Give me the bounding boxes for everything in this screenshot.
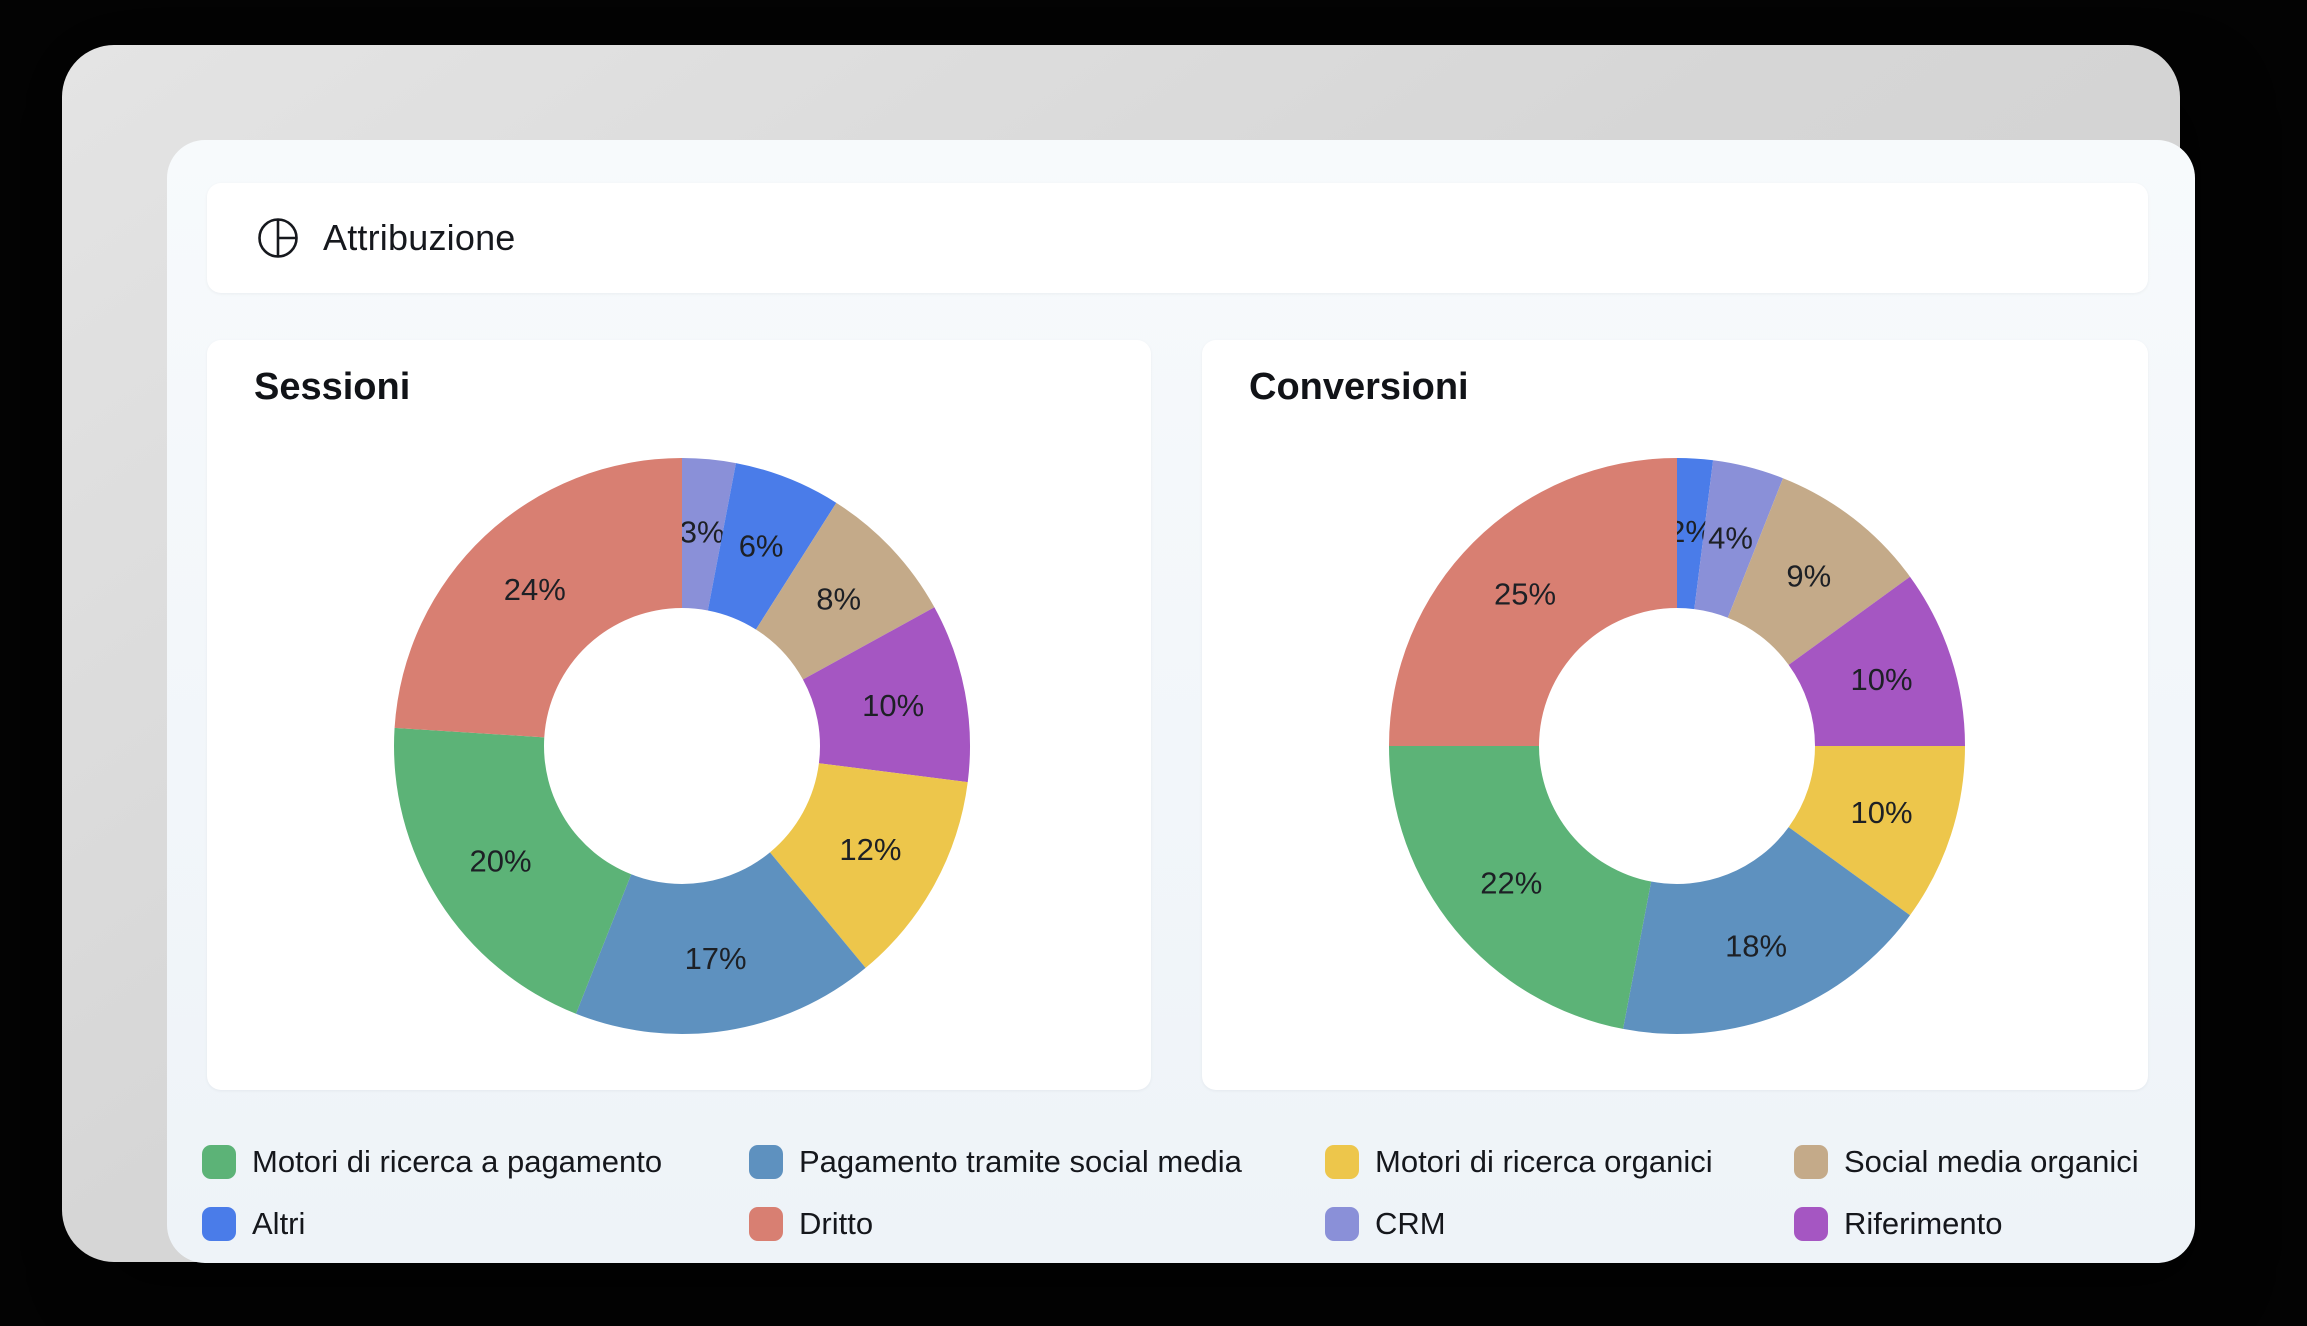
donut-segment-motori-di-ricerca-organici[interactable] (769, 763, 968, 968)
sessions-donut-chart: 3% 6% 8% 10% 12% 17% 20% 24% (394, 458, 971, 1035)
segment-value-label: 10% (1850, 662, 1912, 697)
legend-label: Social media organici (1844, 1144, 2139, 1179)
donut-segment-motori-di-ricerca-organici[interactable] (1788, 746, 1965, 916)
segment-value-label: 10% (862, 688, 924, 723)
sessions-chart-title: Sessioni (254, 366, 411, 408)
segment-value-label: 3% (680, 515, 725, 550)
conversions-donut-chart: 2%4%9%10%10%18%22%25% (1389, 458, 1965, 1035)
sessions-chart-card: Sessioni 3% 6% 8% 10% 12% 17% 20% 24% (207, 340, 1151, 1090)
donut-segment-social-media-organici[interactable] (1727, 478, 1910, 665)
legend-label: Dritto (799, 1206, 874, 1241)
legend-item-riferimento[interactable]: Riferimento (1794, 1206, 2003, 1242)
donut-segment-riferimento[interactable] (802, 607, 971, 783)
segment-value-label: 10% (1850, 795, 1912, 830)
legend-label: Motori di ricerca organici (1375, 1144, 1713, 1179)
donut-segment-motori-di-ricerca-a-pagamento[interactable] (394, 727, 632, 1014)
legend-item-motori-di-ricerca-a-pagamento[interactable]: Motori di ricerca a pagamento (202, 1144, 662, 1180)
legend-label: CRM (1375, 1206, 1446, 1241)
attribution-header-card: Attribuzione (207, 183, 2148, 293)
segment-value-label: 17% (685, 941, 747, 976)
donut-segment-crm[interactable] (1694, 460, 1784, 618)
segment-value-label: 6% (739, 529, 784, 564)
segment-value-label: 22% (1480, 866, 1542, 901)
segment-value-label: 20% (469, 844, 531, 879)
legend-item-crm[interactable]: CRM (1325, 1206, 1446, 1242)
legend-label: Altri (252, 1206, 306, 1241)
donut-segment-crm[interactable] (682, 458, 736, 611)
conversions-chart-card: Conversioni 2% 4% 9% 10% 10% 18% 22% 25% (1202, 340, 2148, 1090)
donut-segment-pagamento-tramite-social-media[interactable] (575, 852, 866, 1035)
legend-label: Riferimento (1844, 1206, 2003, 1241)
legend-swatch-tan (1794, 1145, 1828, 1179)
legend-item-dritto[interactable]: Dritto (749, 1206, 873, 1242)
segment-value-label: 24% (504, 572, 566, 607)
segment-value-label: 18% (1725, 928, 1787, 963)
outer-window-frame: Attribuzione Sessioni 3% 6% 8% 10% 12% 17% 20%… (62, 45, 2195, 1263)
donut-segment-pagamento-tramite-social-media[interactable] (1623, 827, 1910, 1035)
donut-segment-motori-di-ricerca-a-pagamento[interactable] (1389, 746, 1652, 1029)
donut-segment-dritto[interactable] (394, 458, 682, 738)
segment-value-label: 9% (1786, 559, 1831, 594)
legend-swatch-lavender (1325, 1207, 1359, 1241)
segment-value-label: 12% (839, 832, 901, 867)
segment-value-label: 25% (1494, 577, 1556, 612)
donut-segment-altri[interactable] (1677, 458, 1714, 610)
conversions-chart-title: Conversioni (1249, 366, 1469, 408)
donut-segment-social-media-organici[interactable] (755, 502, 935, 680)
legend-swatch-purple (1794, 1207, 1828, 1241)
dashboard-window: Attribuzione Sessioni 3% 6% 8% 10% 12% 17% 20%… (167, 140, 2195, 1263)
legend-item-altri[interactable]: Altri (202, 1206, 305, 1242)
segment-value-label: 4% (1708, 520, 1753, 555)
legend-item-social-media-organici[interactable]: Social media organici (1794, 1144, 2139, 1180)
donut-segment-altri[interactable] (707, 463, 837, 630)
legend-swatch-salmon (749, 1207, 783, 1241)
legend-label: Pagamento tramite social media (799, 1144, 1242, 1179)
segment-value-label: 8% (816, 581, 861, 616)
legend-item-pagamento-tramite-social-media[interactable]: Pagamento tramite social media (749, 1144, 1242, 1180)
legend-label: Motori di ricerca a pagamento (252, 1144, 663, 1179)
legend-item-motori-di-ricerca-organici[interactable]: Motori di ricerca organici (1325, 1144, 1713, 1180)
page-title: Attribuzione (323, 217, 516, 258)
donut-segment-dritto[interactable] (1389, 458, 1677, 746)
donut-segment-riferimento[interactable] (1788, 576, 1965, 746)
legend-swatch-steelblue (749, 1145, 783, 1179)
pie-chart-icon (258, 218, 298, 258)
legend-swatch-yellow (1325, 1145, 1359, 1179)
legend-swatch-blue (202, 1207, 236, 1241)
legend-swatch-green (202, 1145, 236, 1179)
